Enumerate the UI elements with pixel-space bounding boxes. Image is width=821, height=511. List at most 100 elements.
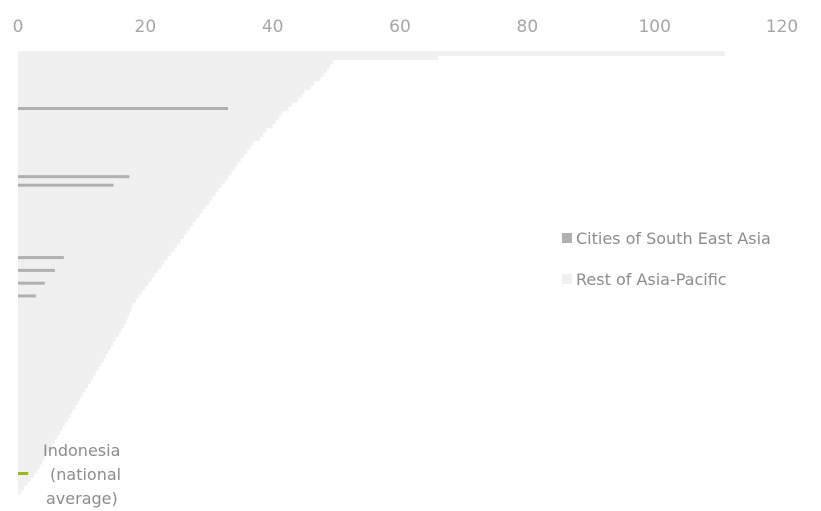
bar-rest-of-asia-pacific (18, 59, 334, 65)
bar-rest-of-asia-pacific (18, 93, 302, 99)
annotation-line-3: average) (46, 489, 118, 508)
annotation-line-2: (national (50, 465, 121, 484)
legend: Cities of South East Asia Rest of Asia-P… (562, 229, 771, 289)
bar-rest-of-asia-pacific (18, 281, 149, 286)
bars-rest-of-asia-pacific (18, 51, 725, 495)
bars-cities-south-east-asia (18, 107, 229, 298)
bar-rest-of-asia-pacific (18, 268, 159, 274)
bar-rest-of-asia-pacific (18, 396, 81, 401)
bar-rest-of-asia-pacific (18, 102, 292, 107)
bar-rest-of-asia-pacific (18, 298, 136, 303)
bar-rest-of-asia-pacific (18, 217, 197, 222)
bar-rest-of-asia-pacific (18, 336, 117, 342)
bar-rest-of-asia-pacific (18, 476, 31, 482)
bar-rest-of-asia-pacific (18, 340, 114, 346)
x-tick-label: 20 (135, 17, 157, 37)
bar-rest-of-asia-pacific (18, 489, 22, 495)
bar-rest-of-asia-pacific (18, 391, 83, 397)
bar-rest-of-asia-pacific (18, 76, 321, 82)
x-tick-label: 80 (517, 17, 539, 37)
bar-rest-of-asia-pacific (18, 225, 190, 231)
bar-rest-of-asia-pacific (18, 353, 106, 359)
bar-rest-of-asia-pacific (18, 110, 283, 116)
bar-rest-of-asia-pacific (18, 251, 171, 257)
bar-rest-of-asia-pacific (18, 200, 209, 205)
bar-indonesia-national-average (18, 472, 29, 475)
bar-rest-of-asia-pacific (18, 468, 38, 474)
bar-rest-of-asia-pacific (18, 148, 248, 154)
bar-rest-of-asia-pacific (18, 127, 267, 133)
bar-rest-of-asia-pacific (18, 89, 305, 95)
bar-rest-of-asia-pacific (18, 259, 165, 265)
bar-rest-of-asia-pacific (18, 306, 132, 312)
x-tick-label: 40 (262, 17, 284, 37)
annotation-line-1: Indonesia (43, 441, 120, 460)
bar-rest-of-asia-pacific (18, 72, 324, 78)
bar-rest-of-asia-pacific (18, 451, 48, 457)
bar-rest-of-asia-pacific (18, 63, 330, 69)
bar-rest-of-asia-pacific (18, 195, 213, 201)
bar-rest-of-asia-pacific (18, 191, 216, 197)
bar-rest-of-asia-pacific (18, 255, 168, 261)
legend-label-rest-asia-pacific: Rest of Asia-Pacific (576, 270, 727, 289)
bar-rest-of-asia-pacific (18, 327, 122, 333)
bar-rest-of-asia-pacific (18, 166, 235, 171)
bar-rest-of-asia-pacific (18, 178, 225, 184)
bar-rest-of-asia-pacific (18, 383, 89, 389)
bar-rest-of-asia-pacific (18, 246, 174, 252)
bar-rest-of-asia-pacific (18, 357, 104, 363)
bar-rest-of-asia-pacific (18, 289, 143, 295)
bar-indonesia (18, 472, 29, 475)
bar-city-south-east-asia (18, 268, 55, 272)
bar-rest-of-asia-pacific (18, 425, 63, 431)
bar-rest-of-asia-pacific (18, 387, 86, 393)
bar-rest-of-asia-pacific (18, 51, 725, 56)
bar-rest-of-asia-pacific (18, 276, 152, 282)
bar-rest-of-asia-pacific (18, 413, 71, 418)
bar-rest-of-asia-pacific (18, 85, 311, 90)
bar-rest-of-asia-pacific (18, 221, 194, 227)
bar-rest-of-asia-pacific (18, 464, 40, 470)
legend-swatch-rest-asia-pacific (562, 274, 572, 284)
bar-city-south-east-asia (18, 107, 229, 111)
bar-city-south-east-asia (18, 256, 64, 260)
bar-rest-of-asia-pacific (18, 170, 232, 176)
bar-rest-of-asia-pacific (18, 472, 34, 478)
x-axis-ticks: 0 20 40 60 80 100 120 (13, 17, 799, 37)
bar-rest-of-asia-pacific (18, 361, 101, 367)
bar-city-south-east-asia (18, 183, 114, 187)
bar-city-south-east-asia (18, 281, 45, 285)
bar-rest-of-asia-pacific (18, 131, 264, 137)
bar-rest-of-asia-pacific (18, 208, 203, 214)
legend-swatch-cities-sea (562, 233, 572, 243)
annotation-indonesia: Indonesia (national average) (43, 441, 121, 508)
bar-rest-of-asia-pacific (18, 332, 119, 337)
bar-rest-of-asia-pacific (18, 238, 181, 244)
bar-rest-of-asia-pacific (18, 400, 78, 406)
bar-rest-of-asia-pacific (18, 242, 178, 248)
x-tick-label: 120 (766, 17, 798, 37)
bar-rest-of-asia-pacific (18, 315, 128, 320)
bar-rest-of-asia-pacific (18, 68, 327, 73)
bar-rest-of-asia-pacific (18, 319, 127, 325)
bar-rest-of-asia-pacific (18, 272, 155, 278)
bar-rest-of-asia-pacific (18, 366, 99, 372)
bar-rest-of-asia-pacific (18, 114, 280, 120)
bar-rest-of-asia-pacific (18, 374, 94, 380)
bar-rest-of-asia-pacific (18, 161, 238, 167)
bar-city-south-east-asia (18, 294, 36, 298)
bar-rest-of-asia-pacific (18, 421, 66, 427)
bar-rest-of-asia-pacific (18, 229, 187, 235)
bar-rest-of-asia-pacific (18, 459, 43, 465)
bar-rest-of-asia-pacific (18, 123, 273, 129)
bar-rest-of-asia-pacific (18, 234, 184, 240)
bar-rest-of-asia-pacific (18, 187, 219, 193)
bar-rest-of-asia-pacific (18, 455, 45, 461)
bar-rest-of-asia-pacific (18, 212, 200, 218)
bar-rest-of-asia-pacific (18, 310, 130, 316)
bar-rest-of-asia-pacific (18, 349, 109, 355)
bar-rest-of-asia-pacific (18, 153, 245, 159)
bar-rest-of-asia-pacific (18, 136, 260, 142)
bar-rest-of-asia-pacific (18, 157, 241, 163)
